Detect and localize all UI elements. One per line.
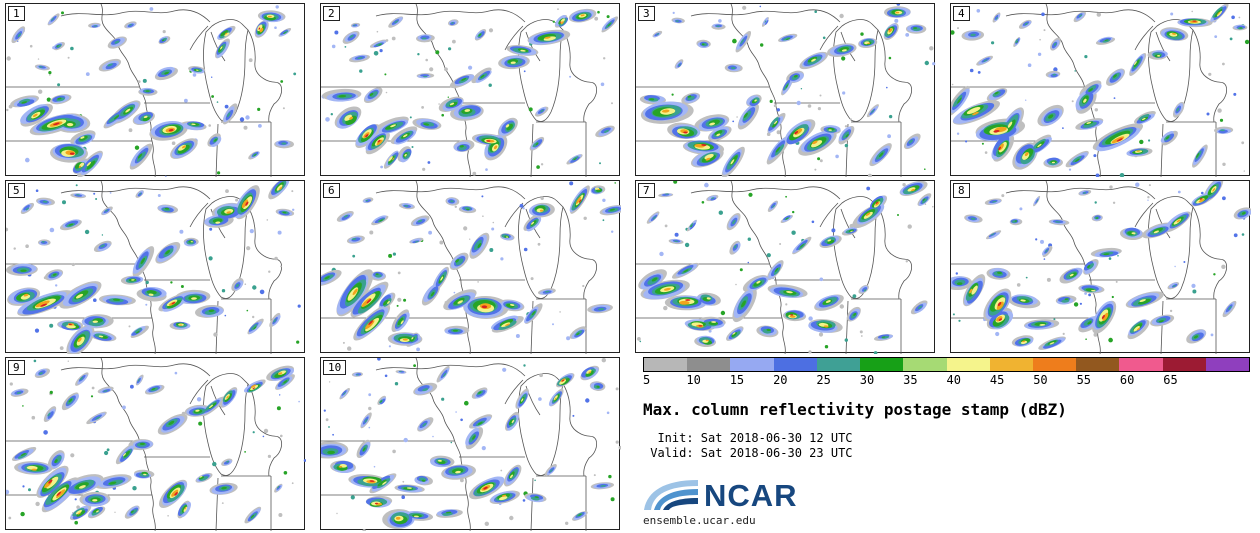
colorbar-tick-label: 55 xyxy=(1076,373,1092,387)
forecast-panel-member-7: 7 xyxy=(635,180,935,354)
forecast-panel-member-4: 4 xyxy=(950,3,1250,177)
forecast-panel-member-1: 1 xyxy=(5,3,305,177)
ncar-logo-text: NCAR xyxy=(704,478,798,513)
forecast-panel-member-5: 5 xyxy=(5,180,305,354)
forecast-panel-member-8: 8 xyxy=(950,180,1251,354)
radar-map xyxy=(321,358,621,531)
forecast-panel-member-3: 3 xyxy=(635,3,936,177)
colorbar-tick-label: 40 xyxy=(946,373,961,387)
ncar-logo: NCAR xyxy=(643,477,1250,511)
forecast-panel-member-10: 10 xyxy=(320,357,621,531)
colorbar-tick-label: 35 xyxy=(903,373,918,387)
colorbar xyxy=(643,357,1250,372)
forecast-panel-member-2: 2 xyxy=(320,3,620,177)
time-block: Init: Sat 2018-06-30 12 UTC Valid: Sat 2… xyxy=(643,431,1250,461)
colorbar-tick-label: 50 xyxy=(1033,373,1048,387)
colorbar-segment xyxy=(816,358,861,371)
colorbar-segment xyxy=(773,358,817,371)
colorbar-tick-label: 45 xyxy=(989,373,1005,387)
colorbar-segment xyxy=(1119,358,1163,371)
forecast-panel-member-9: 9 xyxy=(5,357,306,531)
radar-map xyxy=(951,181,1251,354)
colorbar-segment xyxy=(644,358,688,371)
radar-map xyxy=(951,4,1250,177)
ncar-logo-swoosh-icon xyxy=(644,480,698,510)
colorbar-tick-row: 5 10 15 20 25 30 35 40 45 50 55 60 65 xyxy=(643,372,1250,388)
colorbar-tick-label: 20 xyxy=(773,373,788,387)
radar-map xyxy=(6,181,301,354)
colorbar-segment xyxy=(1076,358,1120,371)
colorbar-segment xyxy=(687,358,731,371)
colorbar-segment xyxy=(1162,358,1206,371)
panel-number: 4 xyxy=(953,6,970,21)
valid-time: Valid: Sat 2018-06-30 23 UTC xyxy=(643,446,853,460)
colorbar-segment xyxy=(989,358,1033,371)
panel-number: 5 xyxy=(8,183,25,198)
colorbar-tick-label: 10 xyxy=(686,373,701,387)
panel-number: 10 xyxy=(323,360,347,375)
legend-block: 5 10 15 20 25 30 35 40 45 50 55 60 65 Max. column re… xyxy=(643,357,1250,527)
figure-title: Max. column reflectivity postage stamp (… xyxy=(643,400,1067,419)
radar-map xyxy=(321,4,619,177)
radar-map xyxy=(6,4,297,177)
colorbar-tick-label: 15 xyxy=(729,373,745,387)
colorbar-tick-label: 65 xyxy=(1163,373,1178,387)
panel-number: 2 xyxy=(323,6,340,21)
panel-number: 3 xyxy=(638,6,655,21)
colorbar-segment xyxy=(903,358,947,371)
colorbar-segment xyxy=(1205,358,1250,371)
colorbar-segment xyxy=(946,358,990,371)
panel-number: 8 xyxy=(953,183,970,198)
colorbar-tick-label: 60 xyxy=(1119,373,1135,387)
colorbar-segment xyxy=(860,358,904,371)
init-time: Init: Sat 2018-06-30 12 UTC xyxy=(643,431,853,445)
radar-map xyxy=(6,358,306,531)
colorbar-tick-label: 30 xyxy=(859,373,875,387)
radar-map xyxy=(636,4,936,177)
colorbar-tick-label: 25 xyxy=(816,373,831,387)
forecast-panel-member-6: 6 xyxy=(320,180,621,354)
radar-map xyxy=(321,181,621,354)
colorbar-tick-label: 5 xyxy=(643,373,651,387)
ensemble-url: ensemble.ucar.edu xyxy=(643,514,756,527)
radar-map xyxy=(636,181,934,354)
panel-number: 1 xyxy=(8,6,25,21)
panel-number: 9 xyxy=(8,360,25,375)
panel-number: 7 xyxy=(638,183,655,198)
colorbar-segment xyxy=(730,358,774,371)
panel-number: 6 xyxy=(323,183,340,198)
colorbar-segment xyxy=(1032,358,1077,371)
